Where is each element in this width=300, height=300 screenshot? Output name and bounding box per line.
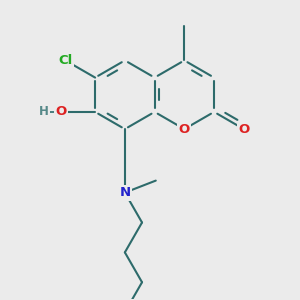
- Text: O: O: [55, 105, 66, 119]
- Text: O: O: [179, 123, 190, 136]
- Text: O: O: [238, 123, 249, 136]
- Text: Cl: Cl: [58, 54, 73, 67]
- Text: N: N: [119, 186, 130, 199]
- Text: H: H: [39, 105, 49, 119]
